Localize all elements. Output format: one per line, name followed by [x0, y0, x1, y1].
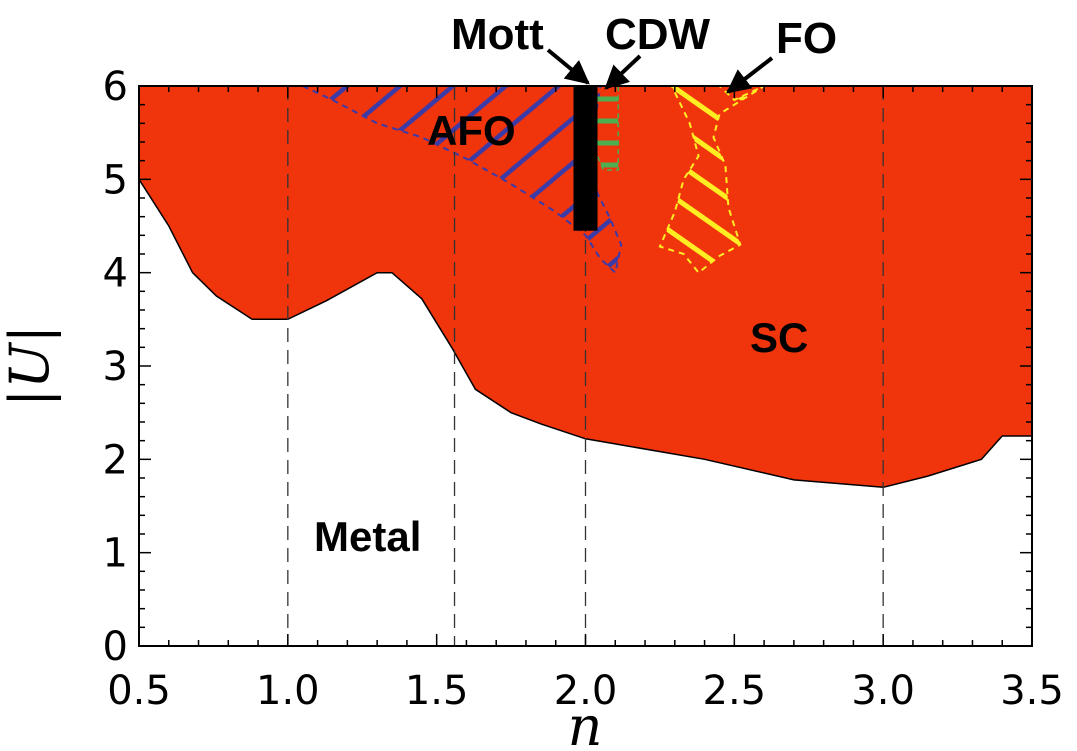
region-label-afo: AFO	[427, 107, 516, 154]
y-tick-label: 1	[103, 531, 128, 577]
y-tick-label: 4	[103, 251, 128, 297]
x-tick-label: 1.0	[256, 668, 320, 714]
mott-line	[573, 86, 598, 231]
y-tick-label: 3	[103, 344, 128, 390]
y-tick-label: 0	[103, 624, 128, 670]
x-axis-title: n	[568, 695, 603, 751]
arrow-cdw	[604, 54, 642, 90]
axis-ticks	[138, 85, 1033, 647]
y-tick-label: 5	[103, 157, 128, 203]
x-tick-label: 2.0	[554, 668, 618, 714]
callout-fo: FO	[776, 14, 837, 63]
plot-area	[139, 86, 1032, 646]
arrow-mott	[546, 48, 590, 85]
y-tick-label: 2	[103, 437, 128, 483]
callout-mott: Mott	[451, 10, 544, 59]
y-tick-labels: 0 1 2 3 4 5 6	[103, 64, 128, 670]
y-tick-label: 6	[103, 64, 128, 110]
region-label-metal: Metal	[314, 513, 421, 560]
x-tick-label: 1.5	[405, 668, 469, 714]
callout-cdw: CDW	[605, 10, 711, 59]
y-axis-title: |U|	[0, 325, 61, 407]
x-tick-labels: 0.5 1.0 1.5 2.0 2.5 3.0 3.5	[107, 668, 1064, 714]
x-tick-label: 3.0	[851, 668, 915, 714]
x-tick-label: 2.5	[703, 668, 767, 714]
x-tick-label: 0.5	[107, 668, 171, 714]
x-tick-label: 3.5	[1000, 668, 1064, 714]
region-label-sc: SC	[750, 314, 808, 361]
fo-region	[658, 86, 765, 275]
arrow-fo	[726, 56, 774, 94]
